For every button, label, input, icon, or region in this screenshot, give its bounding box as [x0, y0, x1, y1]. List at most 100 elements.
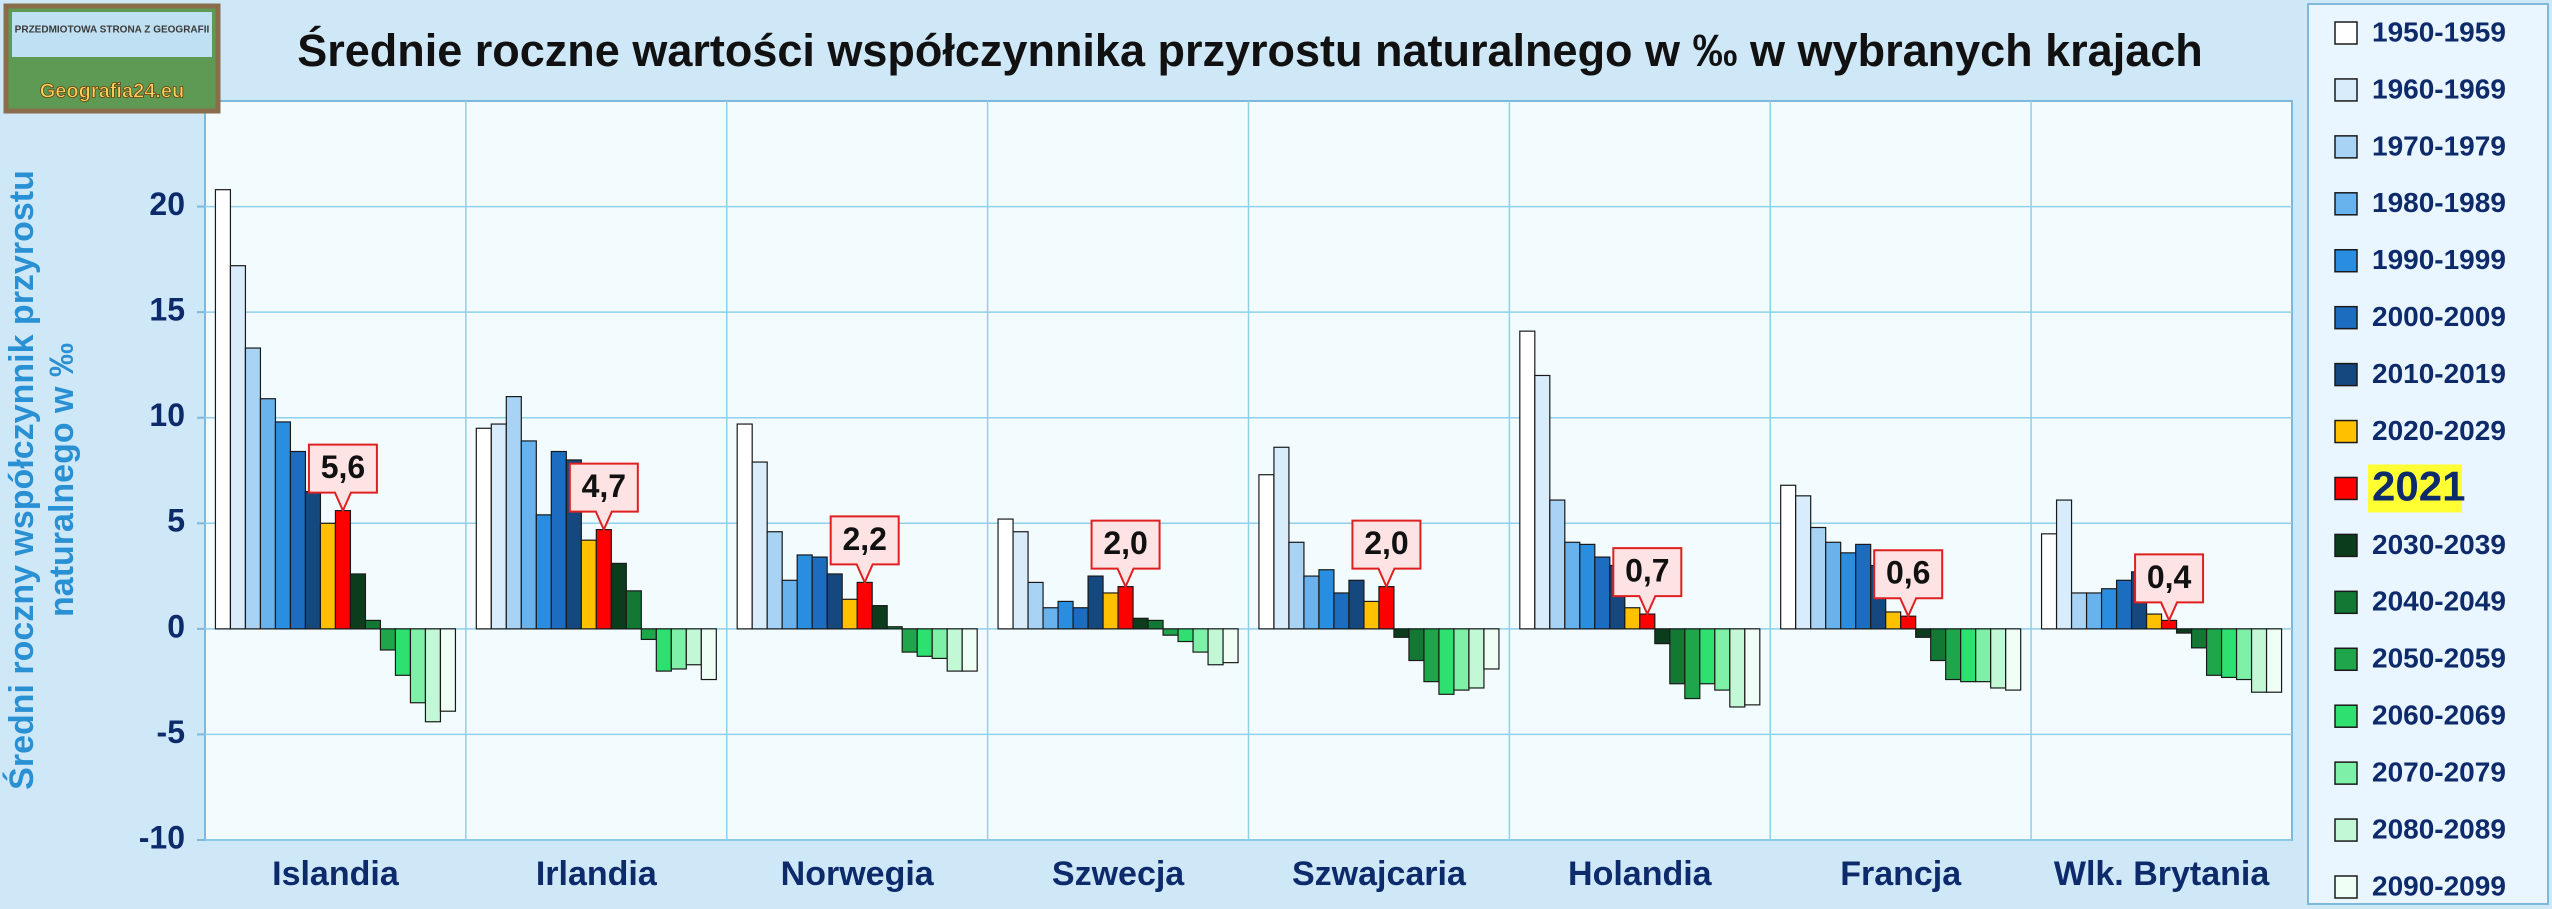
bar — [275, 422, 290, 629]
bar — [1535, 375, 1550, 628]
bar — [902, 629, 917, 652]
legend-swatch — [2335, 648, 2357, 670]
bar — [752, 462, 767, 629]
bar — [1685, 629, 1700, 699]
bar — [2207, 629, 2222, 675]
bar — [476, 428, 491, 629]
bar — [1379, 587, 1394, 629]
bar — [812, 557, 827, 629]
bar — [581, 540, 596, 629]
bar — [215, 190, 230, 629]
bar — [962, 629, 977, 671]
bar — [305, 492, 320, 629]
page: {"logo": {"top": "PRZEDMIOTOWA STRONA Z … — [0, 0, 2552, 909]
x-tick-label: Szwajcaria — [1292, 855, 1467, 893]
legend-swatch — [2335, 136, 2357, 158]
bar — [1364, 601, 1379, 628]
bar — [536, 515, 551, 629]
legend-label: 2010-2019 — [2372, 358, 2506, 389]
legend-swatch — [2335, 250, 2357, 272]
value-label: 0,4 — [2147, 559, 2192, 595]
bar — [1484, 629, 1499, 669]
logo-top: PRZEDMIOTOWA STRONA Z GEOGRAFII — [15, 25, 210, 36]
bar — [2192, 629, 2207, 648]
bar — [320, 523, 335, 629]
legend-swatch — [2335, 421, 2357, 443]
bar — [671, 629, 686, 669]
bar — [1580, 544, 1595, 628]
x-tick-label: Francja — [1840, 855, 1962, 893]
bar — [551, 451, 566, 628]
bar — [827, 574, 842, 629]
bar — [1811, 528, 1826, 629]
x-tick-label: Holandia — [1568, 855, 1713, 893]
bar — [521, 441, 536, 629]
bar — [1223, 629, 1238, 663]
bar — [1043, 608, 1058, 629]
chart-title: Średnie roczne wartości współczynnika pr… — [297, 25, 2203, 76]
bar — [656, 629, 671, 671]
bar — [2006, 629, 2021, 690]
legend-label: 1960-1969 — [2372, 73, 2506, 104]
bar — [1259, 475, 1274, 629]
bar — [2117, 580, 2132, 629]
bar — [2237, 629, 2252, 680]
y-tick-label: 20 — [149, 186, 185, 222]
bar — [1304, 576, 1319, 629]
y-tick-label: 5 — [167, 503, 185, 539]
logo: PRZEDMIOTOWA STRONA Z GEOGRAFII Geografi… — [6, 6, 218, 111]
value-label: 0,6 — [1886, 555, 1930, 591]
bar — [2177, 629, 2192, 633]
bar — [290, 451, 305, 628]
legend-swatch — [2335, 193, 2357, 215]
bar — [395, 629, 410, 675]
bar — [797, 555, 812, 629]
bar — [998, 519, 1013, 629]
x-tick-label: Irlandia — [536, 855, 658, 893]
bar — [1178, 629, 1193, 642]
bar — [1469, 629, 1484, 688]
bar — [1319, 570, 1334, 629]
bar — [1163, 629, 1178, 635]
bar — [2057, 500, 2072, 629]
bar — [1334, 593, 1349, 629]
legend-label: 2060-2069 — [2372, 700, 2506, 731]
bar — [1715, 629, 1730, 690]
bar — [1796, 496, 1811, 629]
bar — [2267, 629, 2282, 692]
bar — [686, 629, 701, 665]
legend-label: 2050-2059 — [2372, 643, 2506, 674]
bar — [335, 511, 350, 629]
bar — [1394, 629, 1409, 637]
legend-label: 2080-2089 — [2372, 813, 2506, 844]
y-tick-label: 10 — [149, 397, 185, 433]
legend-swatch — [2335, 307, 2357, 329]
bar — [1886, 612, 1901, 629]
legend-swatch — [2335, 364, 2357, 386]
bar — [260, 399, 275, 629]
bar — [425, 629, 440, 722]
x-tick-label: Szwecja — [1052, 855, 1185, 893]
bar — [767, 532, 782, 629]
value-label: 5,6 — [321, 449, 365, 485]
bar — [1454, 629, 1469, 690]
x-tick-label: Wlk. Brytania — [2054, 855, 2270, 893]
legend-label: 1980-1989 — [2372, 187, 2506, 218]
x-tick-label: Islandia — [272, 855, 400, 893]
bar — [1841, 553, 1856, 629]
bar — [1349, 580, 1364, 629]
legend-swatch — [2335, 477, 2357, 499]
legend-swatch — [2335, 876, 2357, 898]
bar — [2252, 629, 2267, 692]
bar — [947, 629, 962, 671]
value-label: 2,0 — [1364, 525, 1408, 561]
bar — [1103, 593, 1118, 629]
bar — [506, 397, 521, 629]
bar — [491, 424, 506, 629]
bar — [872, 606, 887, 629]
x-tick-label: Norwegia — [781, 855, 935, 893]
legend-label: 2000-2009 — [2372, 301, 2506, 332]
bar — [1991, 629, 2006, 688]
bar — [380, 629, 395, 650]
bar — [410, 629, 425, 703]
